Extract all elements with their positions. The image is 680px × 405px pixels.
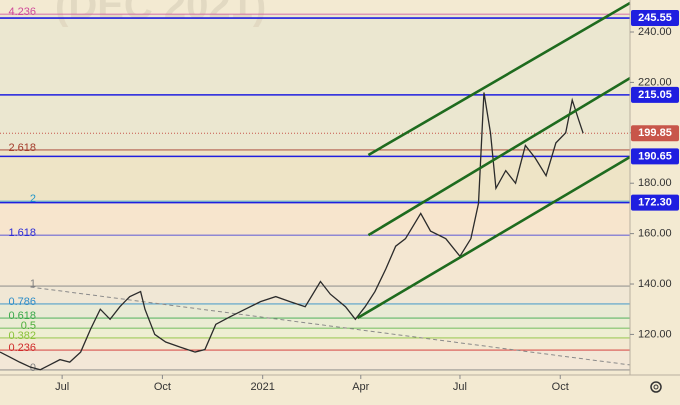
fib-label: 1.618 <box>8 227 36 239</box>
gear[interactable] <box>650 381 662 393</box>
fib-label: 0.618 <box>8 310 36 322</box>
settings-icon[interactable] <box>650 381 662 393</box>
fib-label: 4.236 <box>8 6 36 18</box>
fib-label: 2.618 <box>8 142 36 154</box>
fib-label: 0.382 <box>8 330 36 342</box>
price-line <box>0 92 584 371</box>
fib-label: 1 <box>30 278 36 290</box>
fib-label: 0.786 <box>8 296 36 308</box>
gear-center[interactable] <box>653 384 659 390</box>
fib-band <box>0 318 630 329</box>
y-tick-label: 140.00 <box>638 278 672 290</box>
price-badge-label: 190.65 <box>638 150 672 162</box>
x-tick-label: Apr <box>352 381 369 393</box>
trend-line <box>30 286 631 366</box>
fib-band <box>0 235 630 287</box>
fib-band <box>0 149 630 202</box>
price-badge <box>631 148 679 165</box>
price-badge <box>631 10 679 27</box>
y-tick-label: 160.00 <box>638 228 672 240</box>
fib-band <box>0 14 630 150</box>
price-badge-label: 172.30 <box>638 197 672 209</box>
x-tick-label: Oct <box>154 381 171 393</box>
y-tick-label: 120.00 <box>638 328 672 340</box>
x-tick-label: Oct <box>552 381 569 393</box>
y-tick-label: 220.00 <box>638 76 672 88</box>
fib-band <box>0 201 630 236</box>
x-tick-label: Jul <box>453 381 467 393</box>
price-badge <box>631 125 679 142</box>
price-badge-label: 245.55 <box>638 12 672 24</box>
fib-label: 2 <box>30 193 36 205</box>
fib-band <box>0 350 630 370</box>
channel-line <box>356 155 631 320</box>
price-badge-label: 215.05 <box>638 89 672 101</box>
fib-band <box>0 328 630 338</box>
channel-line <box>367 77 631 237</box>
x-tick-label: Jul <box>55 381 69 393</box>
fib-label: 0.5 <box>21 320 36 332</box>
fib-band <box>0 303 630 319</box>
fib-band <box>0 286 630 304</box>
y-tick-label: 180.00 <box>638 177 672 189</box>
price-badge <box>631 194 679 211</box>
fib-band <box>0 337 630 351</box>
x-tick-label: 2021 <box>250 381 274 393</box>
y-tick-label: 240.00 <box>638 26 672 38</box>
fib-label: 0.236 <box>8 342 36 354</box>
price-badge-label: 199.85 <box>638 127 672 139</box>
price-badge <box>631 86 679 103</box>
channel-line <box>367 1 631 157</box>
